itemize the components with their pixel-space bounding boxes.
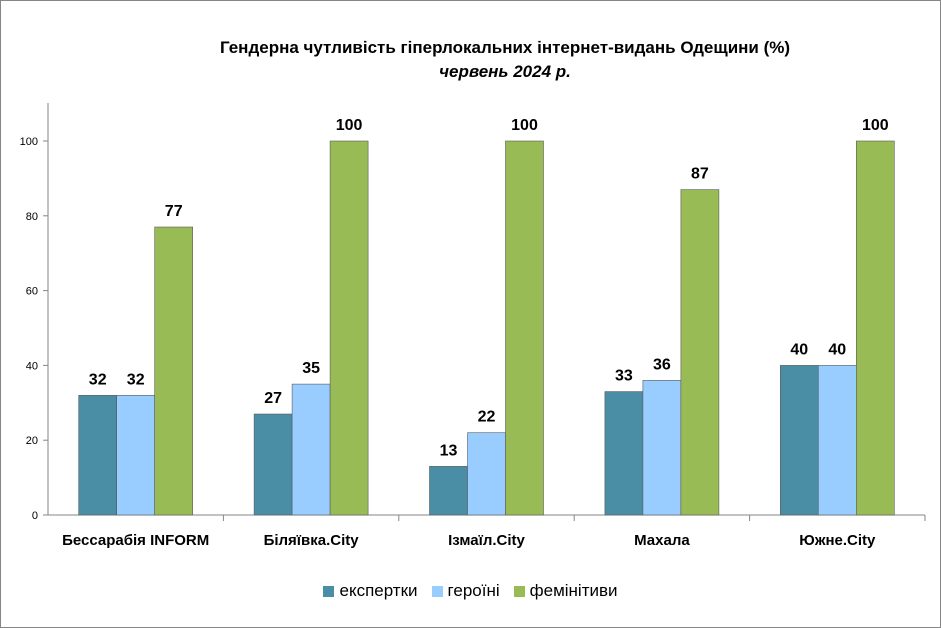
bar: [505, 140, 544, 516]
bar-data-label: 22: [478, 409, 496, 426]
bar: [291, 383, 331, 516]
bar: [154, 226, 193, 516]
bar: [329, 140, 369, 516]
bar-data-label: 36: [653, 356, 671, 373]
bar-data-label: 87: [691, 166, 709, 183]
x-tick-label: Ізмаїл.City: [448, 532, 525, 549]
y-tick-label: 0: [32, 510, 38, 522]
bar-data-label: 40: [828, 341, 846, 358]
x-tick-label: Махала: [634, 532, 690, 549]
bar: [779, 365, 819, 516]
bar: [855, 140, 895, 516]
bar-data-label: 100: [336, 117, 363, 134]
chart-subtitle: червень 2024 р.: [439, 62, 571, 81]
legend-swatch-ekspertky: [323, 585, 335, 597]
bar-data-label: 77: [165, 203, 183, 220]
bar-data-label: 35: [302, 360, 320, 377]
legend-item-feminityvy: фемінітиви: [513, 581, 618, 601]
bar-data-label: 32: [89, 371, 107, 388]
bar-data-label: 100: [511, 117, 538, 134]
bar: [642, 380, 682, 516]
bar: [429, 466, 468, 516]
x-tick-label: Южне.City: [799, 532, 876, 549]
legend-item-ekspertky: експертки: [323, 581, 418, 601]
bar-groups: 32 32 77 27 35 100 13 22 100 33 36 87 40 40 100: [78, 117, 895, 516]
bar-data-label: 40: [790, 341, 808, 358]
legend-label-heroini: героїні: [447, 581, 500, 600]
x-tick-label: Біляївка.City: [264, 532, 360, 549]
legend-label-feminityvy: фемінітиви: [529, 581, 618, 600]
bar-data-label: 27: [264, 390, 282, 407]
y-tick-label: 20: [26, 435, 38, 447]
y-tick-label: 60: [26, 286, 38, 298]
chart-title: Гендерна чутливість гіперлокальних інтер…: [219, 38, 791, 57]
bar: [253, 413, 293, 516]
bar: [116, 395, 155, 516]
legend-swatch-feminityvy: [513, 585, 525, 597]
y-tick-label: 80: [26, 211, 38, 223]
y-tick-label: 40: [26, 360, 38, 372]
bar: [817, 365, 857, 516]
chart-legend: експертки героїні фемінітиви: [0, 581, 941, 601]
bar: [604, 391, 644, 516]
legend-label-ekspertky: експертки: [339, 581, 418, 600]
bar: [467, 432, 506, 516]
bar-data-label: 33: [615, 368, 633, 385]
x-tick-label: Бессарабія INFORM: [62, 532, 209, 549]
y-tick-label: 100: [20, 136, 38, 148]
bar-data-label: 13: [440, 442, 458, 459]
bar: [78, 395, 117, 516]
legend-swatch-heroini: [431, 585, 443, 597]
bar-data-label: 100: [862, 117, 889, 134]
chart-title-block: Гендерна чутливість гіперлокальних інтер…: [0, 36, 941, 84]
x-axis-labels: Бессарабія INFORM Біляївка.City Ізмаїл.Cit…: [62, 515, 926, 549]
bar-data-label: 32: [127, 371, 145, 388]
y-axis-ticks: 0 20 40 60 80 100: [20, 136, 48, 522]
legend-item-heroini: героїні: [431, 581, 500, 601]
bar: [680, 189, 720, 516]
